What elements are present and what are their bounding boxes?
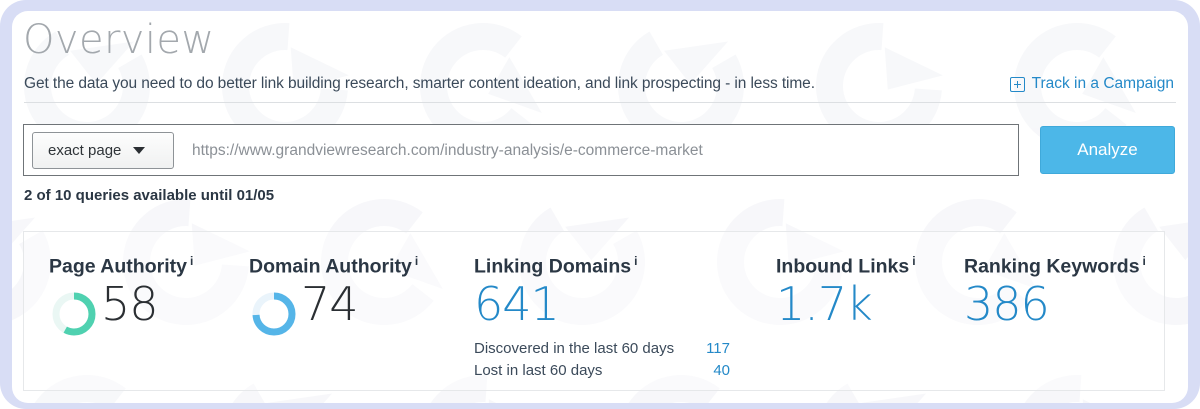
page-subtitle: Get the data you need to do better link … [24, 75, 815, 92]
domain-authority-gauge [249, 289, 299, 339]
scope-dropdown-label: exact page [48, 142, 122, 159]
overview-card: Overview Get the data you need to do bet… [12, 11, 1188, 403]
info-icon[interactable]: i [634, 254, 638, 268]
metric-title: Linking Domains i [474, 254, 638, 278]
scope-dropdown[interactable]: exact page [32, 132, 174, 169]
search-row: exact page https://www.grandviewresearch… [23, 124, 1175, 176]
linking-domains-discovered-row: Discovered in the last 60 days 117 [474, 340, 730, 357]
search-box: exact page https://www.grandviewresearch… [23, 124, 1019, 176]
plus-square-icon [1009, 76, 1025, 92]
metric-page-authority: Page Authority i 58 [49, 232, 249, 390]
sub-row-label: Lost in last 60 days [474, 362, 603, 379]
page-title: Overview [23, 17, 215, 63]
sub-row-label: Discovered in the last 60 days [474, 340, 675, 357]
sub-row-value: 40 [713, 362, 730, 379]
track-in-campaign-link[interactable]: Track in a Campaign [1009, 75, 1174, 93]
metric-title: Ranking Keywords i [964, 254, 1146, 278]
metric-title: Inbound Links i [776, 254, 916, 278]
sub-row-value: 117 [706, 340, 730, 357]
metric-ranking-keywords: Ranking Keywords i 386 [964, 232, 1164, 390]
chevron-down-icon [133, 147, 146, 154]
info-icon[interactable]: i [912, 254, 916, 268]
metric-title: Domain Authority i [249, 254, 419, 278]
metric-value: 1.7k [776, 277, 873, 331]
page-authority-gauge [49, 289, 99, 339]
info-icon[interactable]: i [189, 254, 194, 268]
linking-domains-lost-row: Lost in last 60 days 40 [474, 362, 730, 379]
metric-value: 74 [301, 277, 359, 331]
url-input[interactable]: https://www.grandviewresearch.com/indust… [192, 142, 703, 159]
metric-value: 641 [474, 277, 560, 331]
info-icon[interactable]: i [1142, 254, 1146, 268]
info-icon[interactable]: i [414, 254, 419, 268]
quota-status-text: 2 of 10 queries available until 01/05 [24, 187, 275, 204]
metric-inbound-links: Inbound Links i 1.7k [776, 232, 961, 390]
metric-linking-domains: Linking Domains i 641 Discovered in the l… [474, 232, 774, 390]
track-in-campaign-label: Track in a Campaign [1031, 75, 1174, 92]
header-divider [24, 102, 1176, 103]
metric-value: 386 [964, 277, 1050, 331]
metric-domain-authority: Domain Authority i 74 [249, 232, 474, 390]
metric-title: Page Authority i [49, 254, 194, 278]
metrics-panel: Page Authority i 58 Domain Authority i [23, 231, 1165, 391]
analyze-button[interactable]: Analyze [1040, 126, 1175, 174]
metric-value: 58 [101, 277, 159, 331]
